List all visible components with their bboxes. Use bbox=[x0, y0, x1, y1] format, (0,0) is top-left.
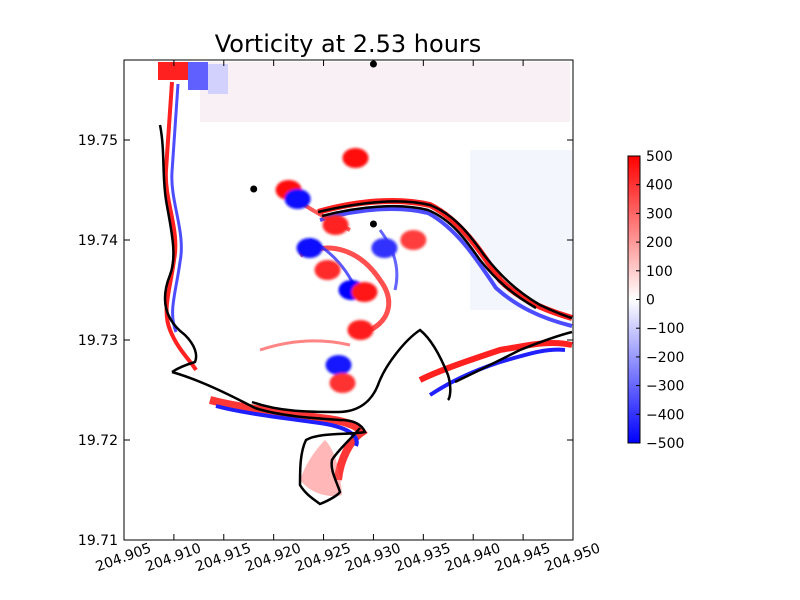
eddy-9 bbox=[325, 355, 352, 375]
corner-patch-pink bbox=[208, 64, 228, 94]
eddy-7 bbox=[371, 238, 398, 258]
vorticity-field bbox=[158, 62, 573, 497]
field-shading-top bbox=[200, 62, 570, 122]
colorbar: 500 400 300 200 100 0 −100 −200 −300 −400 −500 bbox=[627, 149, 684, 452]
coastline-south bbox=[171, 370, 367, 506]
colorbar-tick-label-5: 0 bbox=[646, 293, 655, 309]
x-tick-label-5: 204.930 bbox=[343, 540, 403, 575]
coastline-east bbox=[317, 200, 573, 320]
coast-band-blue-east bbox=[319, 206, 573, 328]
coast-band-blue-west bbox=[170, 83, 183, 333]
plot-frame bbox=[123, 59, 574, 541]
eddy-layer bbox=[275, 148, 427, 393]
chart-title: Vorticity at 2.53 hours bbox=[215, 30, 482, 58]
x-tick-label-7: 204.940 bbox=[443, 540, 503, 575]
eddy-0 bbox=[342, 148, 369, 168]
colorbar-tick-label-7: −200 bbox=[646, 350, 684, 366]
eddy-4 bbox=[322, 215, 349, 235]
south-inlet-field bbox=[300, 440, 342, 497]
colorbar-tick-label-6: −100 bbox=[646, 321, 684, 337]
coast-band-red-se bbox=[418, 339, 573, 383]
x-tick-label-8: 204.945 bbox=[493, 540, 553, 575]
colorbar-tick-label-2: 300 bbox=[646, 206, 673, 222]
coast-band-blue-se bbox=[428, 347, 566, 397]
filament-red-3 bbox=[259, 339, 351, 352]
x-tick-label-9: 204.950 bbox=[543, 540, 603, 575]
colorbar-tick-label-0: 500 bbox=[646, 149, 673, 165]
station-marker-2 bbox=[369, 220, 377, 228]
eddy-6 bbox=[351, 282, 378, 302]
y-axis: 19.71 19.72 19.73 19.74 19.75 bbox=[78, 133, 573, 549]
y-tick-label-0: 19.71 bbox=[78, 533, 118, 549]
station-marker-1 bbox=[250, 185, 258, 193]
eddy-12 bbox=[314, 260, 341, 280]
corner-patch-blue bbox=[188, 62, 208, 90]
eddy-3 bbox=[296, 238, 323, 258]
filament-blue-2 bbox=[378, 229, 399, 291]
y-tick-label-3: 19.74 bbox=[78, 233, 118, 249]
y-tick-label-4: 19.75 bbox=[78, 133, 118, 149]
colorbar-ticks: 500 400 300 200 100 0 −100 −200 −300 −400 −500 bbox=[636, 149, 684, 452]
x-tick-label-3: 204.920 bbox=[243, 540, 303, 575]
colorbar-tick-label-9: −400 bbox=[646, 407, 684, 423]
colorbar-tick-label-10: −500 bbox=[646, 436, 684, 452]
colorbar-tick-label-1: 400 bbox=[646, 178, 673, 194]
eddy-8 bbox=[347, 320, 374, 340]
eddy-11 bbox=[400, 230, 427, 250]
colorbar-tick-label-8: −300 bbox=[646, 379, 684, 395]
coastline-west bbox=[158, 124, 198, 374]
coastline-south-inner bbox=[251, 328, 452, 414]
colorbar-tick-label-4: 100 bbox=[646, 264, 673, 280]
field-shading-right bbox=[470, 150, 572, 310]
x-tick-label-2: 204.915 bbox=[193, 540, 253, 575]
coastline bbox=[158, 124, 573, 506]
eddy-10 bbox=[329, 373, 356, 393]
x-tick-label-4: 204.925 bbox=[293, 540, 353, 575]
x-tick-label-1: 204.910 bbox=[144, 540, 204, 575]
x-tick-label-6: 204.935 bbox=[393, 540, 453, 575]
corner-patch-red bbox=[158, 62, 188, 80]
colorbar-tick-label-3: 200 bbox=[646, 235, 673, 251]
y-tick-label-1: 19.72 bbox=[78, 433, 118, 449]
coastline-east-inner bbox=[321, 204, 537, 310]
coastline-se bbox=[454, 330, 573, 384]
y-tick-label-2: 19.73 bbox=[78, 333, 118, 349]
coast-band-blue-south bbox=[215, 404, 359, 447]
eddy-2 bbox=[284, 189, 311, 209]
